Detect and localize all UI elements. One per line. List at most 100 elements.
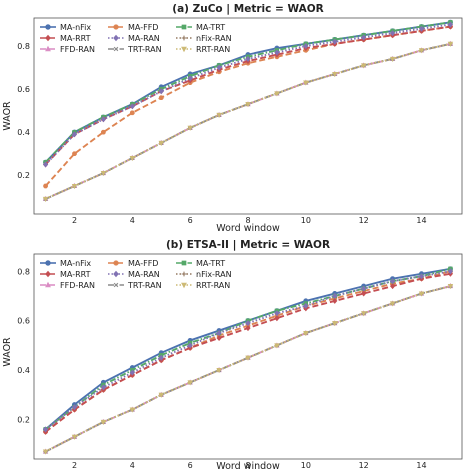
legend-marker	[181, 46, 187, 53]
legend-label: MA-FFD	[128, 259, 158, 268]
panel-a: (a) ZuCo | Metric = WAOR WAOR Word windo…	[2, 3, 463, 234]
data-point	[100, 171, 107, 177]
data-point	[43, 183, 48, 189]
series-line	[44, 23, 451, 166]
series-line	[44, 270, 451, 433]
series-line	[44, 25, 451, 166]
legend-marker	[45, 260, 51, 266]
data-point	[42, 426, 49, 433]
data-point	[129, 103, 135, 110]
x-tick-label: 2	[72, 216, 77, 225]
x-tick-label: 10	[301, 461, 311, 470]
legend-label: RRT-RAN	[196, 45, 230, 54]
series-ma-nfix	[43, 266, 453, 432]
x-tick-label: 6	[188, 461, 193, 470]
data-point	[447, 268, 454, 275]
data-point	[129, 369, 135, 376]
legend-marker	[113, 46, 119, 52]
data-point	[274, 91, 280, 97]
legend-marker	[45, 270, 51, 278]
legend-marker	[45, 45, 51, 52]
legend-entry: MA-FFD	[108, 259, 158, 268]
series-nfix-ran	[43, 41, 453, 202]
data-point	[303, 302, 309, 309]
legend-marker	[113, 270, 119, 278]
legend-label: RRT-RAN	[196, 281, 230, 290]
data-point	[245, 320, 251, 327]
data-point	[187, 342, 193, 349]
data-point	[216, 112, 222, 118]
data-point	[158, 95, 164, 101]
legend-label: nFix-RAN	[196, 34, 232, 43]
data-point	[361, 290, 367, 297]
data-point	[42, 161, 49, 168]
chart-title: (a) ZuCo | Metric = WAOR	[172, 3, 323, 15]
data-point	[158, 140, 164, 146]
data-point	[274, 49, 280, 56]
legend-label: MA-nFix	[60, 259, 91, 268]
series-ma-trt	[43, 20, 453, 165]
x-tick-label: 14	[416, 216, 426, 225]
legend-label: FFD-RAN	[60, 281, 95, 290]
series-line	[45, 42, 451, 200]
chart-title: (b) ETSA-II | Metric = WAOR	[166, 239, 330, 251]
data-point	[42, 449, 49, 455]
y-tick-label: 0.8	[17, 42, 30, 51]
x-tick-label: 2	[72, 461, 77, 470]
data-point	[129, 407, 136, 413]
series-line	[44, 272, 451, 433]
legend-entry: RRT-RAN	[176, 45, 230, 54]
data-point	[418, 25, 425, 32]
x-tick-label: 8	[245, 461, 250, 470]
data-point	[216, 330, 222, 337]
data-point	[332, 71, 338, 78]
x-tick-label: 4	[130, 216, 135, 225]
legend-marker	[45, 24, 51, 30]
data-point	[447, 284, 454, 290]
data-point	[216, 334, 222, 341]
legend-entry: FFD-RAN	[40, 45, 95, 54]
legend-entry: MA-FFD	[108, 23, 158, 32]
x-tick-label: 8	[245, 216, 250, 225]
data-point	[72, 151, 77, 157]
series-line	[45, 285, 451, 453]
series-line	[45, 285, 451, 453]
legend-marker	[181, 282, 187, 289]
series-line	[44, 21, 451, 163]
legend-marker	[113, 34, 119, 42]
series-ma-rrt	[42, 270, 454, 435]
data-point	[274, 315, 280, 322]
legend-entry: MA-TRT	[176, 23, 225, 32]
y-tick-label: 0.4	[17, 366, 30, 375]
data-point	[332, 38, 338, 45]
legend-marker	[181, 24, 187, 30]
series-trt-ran	[43, 283, 453, 454]
legend-label: TRT-RAN	[127, 45, 162, 54]
data-point	[447, 41, 454, 47]
series-line	[44, 267, 451, 431]
series-ffd-ran	[42, 283, 454, 454]
data-point	[361, 34, 367, 41]
y-tick-label: 0.6	[17, 85, 30, 94]
legend-marker	[45, 34, 51, 42]
series-ma-trt	[43, 266, 453, 432]
data-point	[158, 354, 164, 361]
data-point	[71, 434, 78, 440]
data-point	[42, 196, 49, 202]
data-point	[332, 321, 338, 327]
legend-label: MA-FFD	[128, 23, 158, 32]
data-point	[158, 88, 164, 95]
legend-entry: MA-RRT	[40, 270, 91, 279]
data-point	[216, 368, 222, 374]
legend-entry: RRT-RAN	[176, 281, 230, 290]
data-point	[245, 55, 251, 62]
plot-area-frame	[33, 253, 463, 460]
legend: MA-nFix MA-FFD MA-TRT MA-RRT MA-RAN nFix-RAN F…	[40, 259, 232, 290]
data-point	[71, 404, 78, 411]
x-tick-label: 12	[359, 461, 369, 470]
legend-entry: MA-TRT	[176, 259, 225, 268]
y-tick-label: 0.4	[17, 128, 30, 137]
legend-entry: FFD-RAN	[40, 281, 95, 290]
y-tick-label: 0.2	[17, 415, 30, 424]
